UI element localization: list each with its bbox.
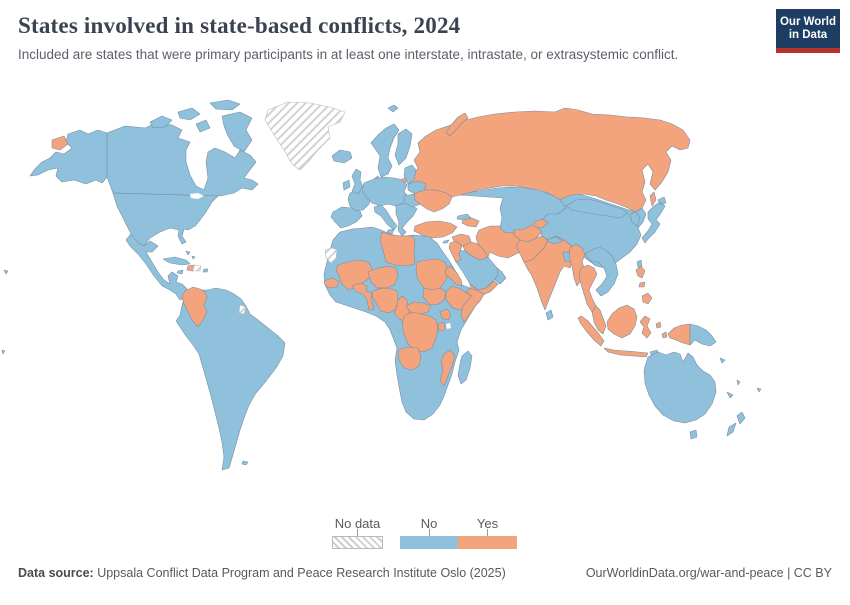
region-madagascar[interactable] (457, 350, 473, 385)
region-uganda[interactable] (439, 308, 452, 321)
owid-logo-line1: Our World (779, 16, 836, 28)
region-moluccas[interactable] (655, 321, 668, 339)
lake-victoria (446, 323, 451, 329)
region-mali[interactable] (335, 259, 373, 291)
owid-logo[interactable]: Our World in Data (776, 9, 840, 53)
region-french-guiana[interactable] (238, 304, 247, 315)
region-azerbaijan[interactable] (461, 217, 480, 228)
region-burkina-benin[interactable] (351, 282, 375, 311)
owid-logo-line2: in Data (788, 29, 828, 41)
region-sakhalin[interactable] (649, 191, 657, 207)
region-turkey[interactable] (413, 220, 458, 239)
owid-link[interactable]: OurWorldinData.org/war-and-peace | CC BY (585, 566, 832, 580)
region-senegal[interactable] (323, 277, 340, 289)
page-title: States involved in state-based conflicts… (18, 13, 461, 38)
page-subtitle: Included are states that were primary pa… (18, 47, 679, 62)
region-afghanistan[interactable] (513, 224, 543, 243)
region-uk[interactable] (351, 168, 364, 195)
legend-no-swatch[interactable] (400, 536, 458, 549)
region-italy[interactable] (373, 204, 398, 235)
region-angola[interactable] (397, 346, 422, 371)
region-novaya-zemlya[interactable] (445, 112, 469, 137)
region-cuba[interactable] (162, 256, 191, 266)
region-canada[interactable] (106, 121, 259, 197)
region-philippines[interactable] (635, 265, 653, 305)
legend-yes-swatch[interactable] (458, 536, 517, 549)
region-kaliningrad[interactable] (401, 177, 407, 183)
region-rwanda-burundi[interactable] (437, 321, 446, 332)
region-russia[interactable] (409, 107, 691, 213)
region-mongolia[interactable] (565, 198, 629, 219)
region-dominican-republic[interactable] (192, 264, 202, 272)
data-source-note: Data source: Uppsala Conflict Data Progr… (18, 566, 506, 580)
region-indochina[interactable] (584, 246, 619, 297)
region-niger[interactable] (367, 265, 399, 289)
region-west-new-guinea[interactable] (667, 323, 691, 346)
region-ireland[interactable] (342, 179, 351, 191)
region-bahamas[interactable] (185, 250, 196, 260)
region-libya[interactable] (379, 231, 416, 267)
region-levant[interactable] (448, 240, 463, 263)
region-somalia[interactable] (460, 287, 485, 323)
region-sumatra[interactable] (577, 315, 605, 347)
data-source-text: Uppsala Conflict Data Program and Peace … (93, 566, 506, 580)
chart-header: States involved in state-based conflicts… (18, 12, 760, 64)
region-colombia[interactable] (181, 286, 208, 328)
region-sulawesi[interactable] (639, 315, 652, 339)
region-pacific-islands[interactable] (1, 269, 762, 399)
region-oman[interactable] (494, 267, 507, 285)
region-alaska[interactable] (29, 129, 108, 185)
region-south-america[interactable] (175, 287, 286, 471)
region-papua-new-guinea[interactable] (689, 323, 717, 347)
region-mozambique[interactable] (439, 349, 456, 387)
region-taiwan[interactable] (636, 259, 643, 268)
region-finland[interactable] (394, 128, 413, 166)
region-baltics[interactable] (403, 164, 417, 185)
chart-footer: Data source: Uppsala Conflict Data Progr… (18, 566, 832, 580)
region-western-sahara[interactable] (324, 247, 338, 264)
region-iberia[interactable] (330, 206, 363, 229)
region-puerto-rico[interactable] (202, 268, 209, 273)
region-sri-lanka[interactable] (545, 309, 554, 321)
region-iceland[interactable] (331, 149, 353, 164)
region-ukraine[interactable] (413, 189, 453, 213)
region-chukotka-west[interactable] (51, 135, 69, 151)
region-cyprus[interactable] (442, 239, 450, 244)
region-drc[interactable] (401, 311, 439, 353)
region-svalbard[interactable] (387, 104, 399, 113)
region-india[interactable] (523, 235, 573, 311)
region-tasmania[interactable] (689, 429, 698, 440)
region-greenland[interactable] (264, 101, 346, 171)
region-new-zealand[interactable] (726, 411, 746, 437)
region-south-sudan[interactable] (422, 287, 447, 306)
great-lakes (190, 193, 204, 199)
legend-no-data-swatch[interactable] (332, 536, 383, 549)
region-sudan[interactable] (415, 258, 449, 291)
region-nepal[interactable] (545, 236, 564, 245)
region-thailand[interactable] (578, 264, 598, 313)
region-australia[interactable] (643, 351, 717, 424)
region-mexico-central[interactable] (125, 233, 198, 305)
region-falklands[interactable] (241, 460, 249, 466)
region-borneo[interactable] (606, 304, 638, 339)
region-malay-peninsula[interactable] (591, 305, 607, 335)
region-arctic-islands[interactable] (149, 99, 253, 153)
region-japan[interactable] (641, 196, 667, 244)
region-java[interactable] (603, 347, 649, 358)
region-jamaica[interactable] (176, 269, 184, 275)
region-korea[interactable] (629, 211, 641, 227)
region-eritrea-djibouti[interactable] (444, 265, 463, 287)
region-norway-sweden[interactable] (370, 123, 400, 178)
data-source-label: Data source: (18, 566, 94, 580)
